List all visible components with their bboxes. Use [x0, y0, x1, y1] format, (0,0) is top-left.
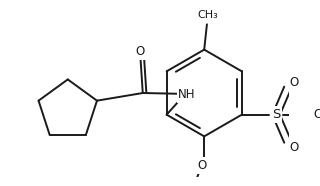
Text: Cl: Cl — [314, 108, 320, 121]
Text: NH: NH — [178, 88, 196, 101]
Text: O: O — [135, 45, 145, 58]
Text: O: O — [290, 141, 299, 154]
Text: O: O — [198, 159, 207, 172]
Text: O: O — [290, 76, 299, 89]
Text: S: S — [272, 108, 280, 121]
Text: CH₃: CH₃ — [197, 10, 218, 20]
